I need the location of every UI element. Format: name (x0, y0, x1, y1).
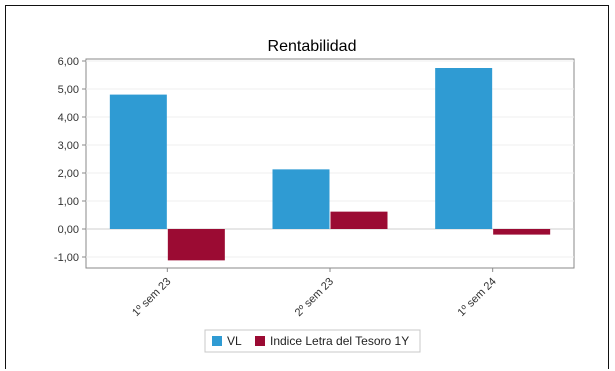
y-tick-label: 0,00 (58, 224, 79, 236)
legend-swatch (255, 336, 265, 346)
y-tick-label: 5,00 (58, 84, 79, 96)
bar-indice-letra-2 (493, 229, 551, 235)
legend-swatch (212, 336, 222, 346)
y-tick-label: 1,00 (58, 196, 79, 208)
bar-vl-2 (435, 68, 493, 229)
chart-title: Rentabilidad (268, 38, 357, 55)
bar-indice-letra-1 (330, 211, 388, 229)
y-tick-label: 2,00 (58, 168, 79, 180)
bar-vl-0 (109, 94, 167, 229)
y-tick-label: -1,00 (54, 252, 79, 264)
plot-area (85, 58, 575, 269)
x-tick-label: 2º sem 23 (293, 276, 336, 319)
y-tick-label: 6,00 (58, 56, 79, 68)
legend-box (204, 329, 421, 353)
x-tick-label: 1º sem 24 (455, 276, 498, 319)
y-tick-label: 4,00 (58, 112, 79, 124)
x-tick-label: 1º sem 23 (130, 276, 173, 319)
legend-label: Indice Letra del Tesoro 1Y (270, 334, 409, 348)
legend-label: VL (227, 334, 242, 348)
bar-indice-letra-0 (167, 229, 225, 261)
bar-vl-1 (272, 169, 330, 229)
y-tick-label: 3,00 (58, 140, 79, 152)
